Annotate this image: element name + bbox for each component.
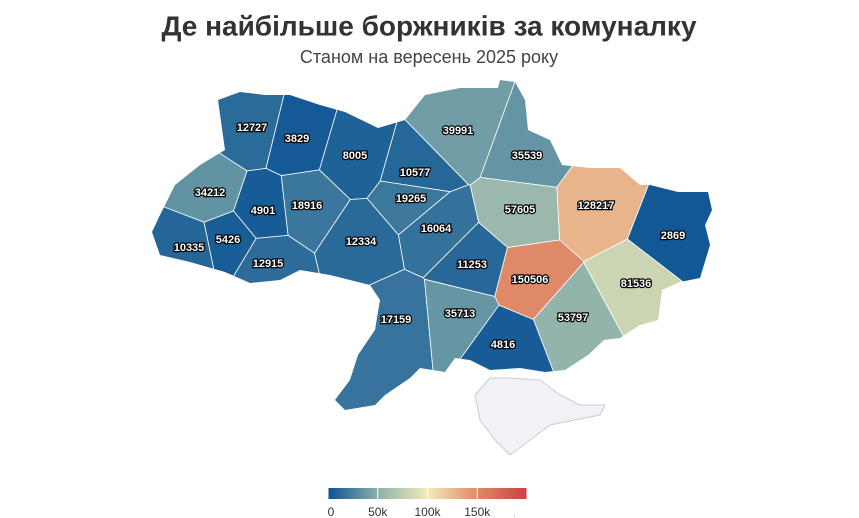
colorbar-tick-label: 0: [328, 505, 335, 518]
region-label: 57605: [505, 204, 536, 216]
region: [479, 80, 650, 188]
region: [270, 268, 436, 410]
region-label: 34212: [195, 187, 226, 199]
region: [152, 80, 294, 172]
region-label: 81536: [621, 278, 652, 290]
colorbar-tick-label: 150k: [464, 505, 491, 518]
region-label: 2869: [661, 230, 685, 242]
region-label: 150506: [512, 274, 549, 286]
colorbar-tick-label: 200k: [514, 505, 541, 518]
region-label: 5426: [216, 234, 240, 246]
region-label: 16064: [421, 223, 452, 235]
region-label: 8005: [343, 150, 367, 162]
region-label: 39991: [443, 125, 474, 137]
colorbar-tick-label: 50k: [368, 505, 388, 518]
region-label: 18916: [292, 200, 323, 212]
region-label: 19265: [396, 193, 427, 205]
region-label: 11253: [457, 259, 487, 271]
colorbar-tick-label: 100k: [414, 505, 441, 518]
region-label: 4901: [251, 205, 275, 217]
region-label: 53797: [558, 312, 589, 324]
crimea: [474, 377, 606, 456]
region-label: 3829: [285, 133, 309, 145]
region-label: 17159: [381, 314, 412, 326]
colorbar-ticks: 0 50k 100k 150k 200k: [328, 505, 541, 518]
region-label: 10335: [174, 242, 205, 254]
labels: 12727 3829 8005 39991 35539 10577 34212 4901 189…: [173, 121, 687, 352]
region-label: 12334: [346, 236, 377, 248]
region-label: 4816: [491, 339, 515, 351]
region-label: 12727: [237, 122, 268, 134]
region-label: 128217: [578, 200, 615, 212]
region-label: 35539: [512, 150, 543, 162]
region-label: 10577: [400, 167, 431, 179]
region-label: 35713: [445, 308, 476, 320]
subtitle: Станом на вересень 2025 року: [300, 47, 558, 67]
title: Де найбільше боржників за комуналку: [161, 10, 696, 41]
region-label: 12915: [253, 258, 284, 270]
